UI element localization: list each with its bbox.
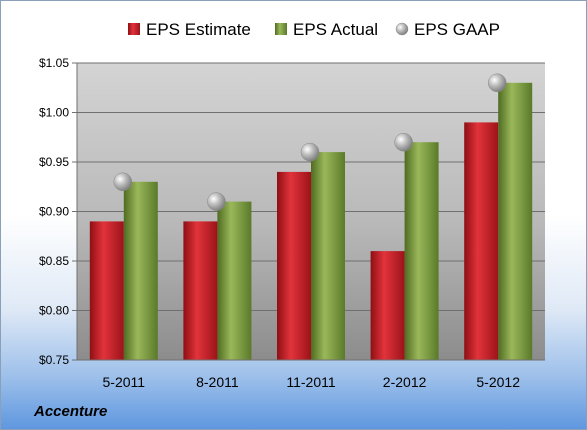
legend-gaap-marker — [395, 22, 409, 36]
y-tick-label: $0.95 — [39, 155, 69, 169]
eps-actual-bar — [311, 152, 345, 360]
eps-actual-bar — [123, 181, 158, 360]
x-tick-label: 8-2011 — [196, 374, 239, 390]
y-tick-label: $0.90 — [39, 205, 69, 219]
eps-gaap-point — [487, 73, 507, 93]
legend-label: EPS Actual — [293, 20, 378, 39]
y-tick-label: $0.75 — [39, 353, 69, 367]
legend-estimate-marker — [128, 23, 140, 35]
y-tick-label: $1.00 — [39, 106, 69, 120]
legend-label: EPS Estimate — [146, 20, 251, 39]
gaap-points — [113, 73, 507, 211]
eps-estimate-bar — [370, 251, 405, 360]
legend-actual-marker — [275, 23, 287, 35]
legend-label: EPS GAAP — [414, 20, 500, 39]
y-tick-label: $0.80 — [39, 304, 69, 318]
x-tick-label: 5-2012 — [476, 374, 520, 390]
y-tick-label: $0.85 — [39, 254, 69, 268]
eps-gaap-point — [394, 132, 413, 152]
eps-estimate-bar — [89, 221, 124, 360]
eps-gaap-point — [207, 192, 226, 211]
company-name: Accenture — [34, 403, 108, 420]
x-tick-label: 11-2011 — [286, 374, 336, 390]
eps-estimate-bar — [277, 171, 311, 360]
y-tick-label: $1.05 — [39, 56, 69, 70]
eps-actual-bar — [498, 82, 533, 361]
x-axis: 5-2011 8-2011 11-2011 2-2012 5-2012 — [77, 359, 545, 390]
eps-estimate-bar — [183, 221, 218, 360]
y-axis: $0.75 $0.80 $0.85 $0.90 $0.95 $1.00 $1.05 — [39, 56, 78, 367]
eps-gaap-point — [300, 142, 320, 162]
legend: EPS Estimate EPS Actual EPS GAAP — [128, 20, 500, 39]
eps-estimate-bar — [464, 122, 499, 361]
x-tick-label: 2-2012 — [383, 374, 427, 390]
x-tick-label: 5-2011 — [103, 374, 146, 390]
eps-actual-bar — [404, 142, 439, 360]
bars — [89, 82, 533, 361]
eps-actual-bar — [217, 201, 252, 360]
eps-gaap-point — [113, 172, 133, 192]
